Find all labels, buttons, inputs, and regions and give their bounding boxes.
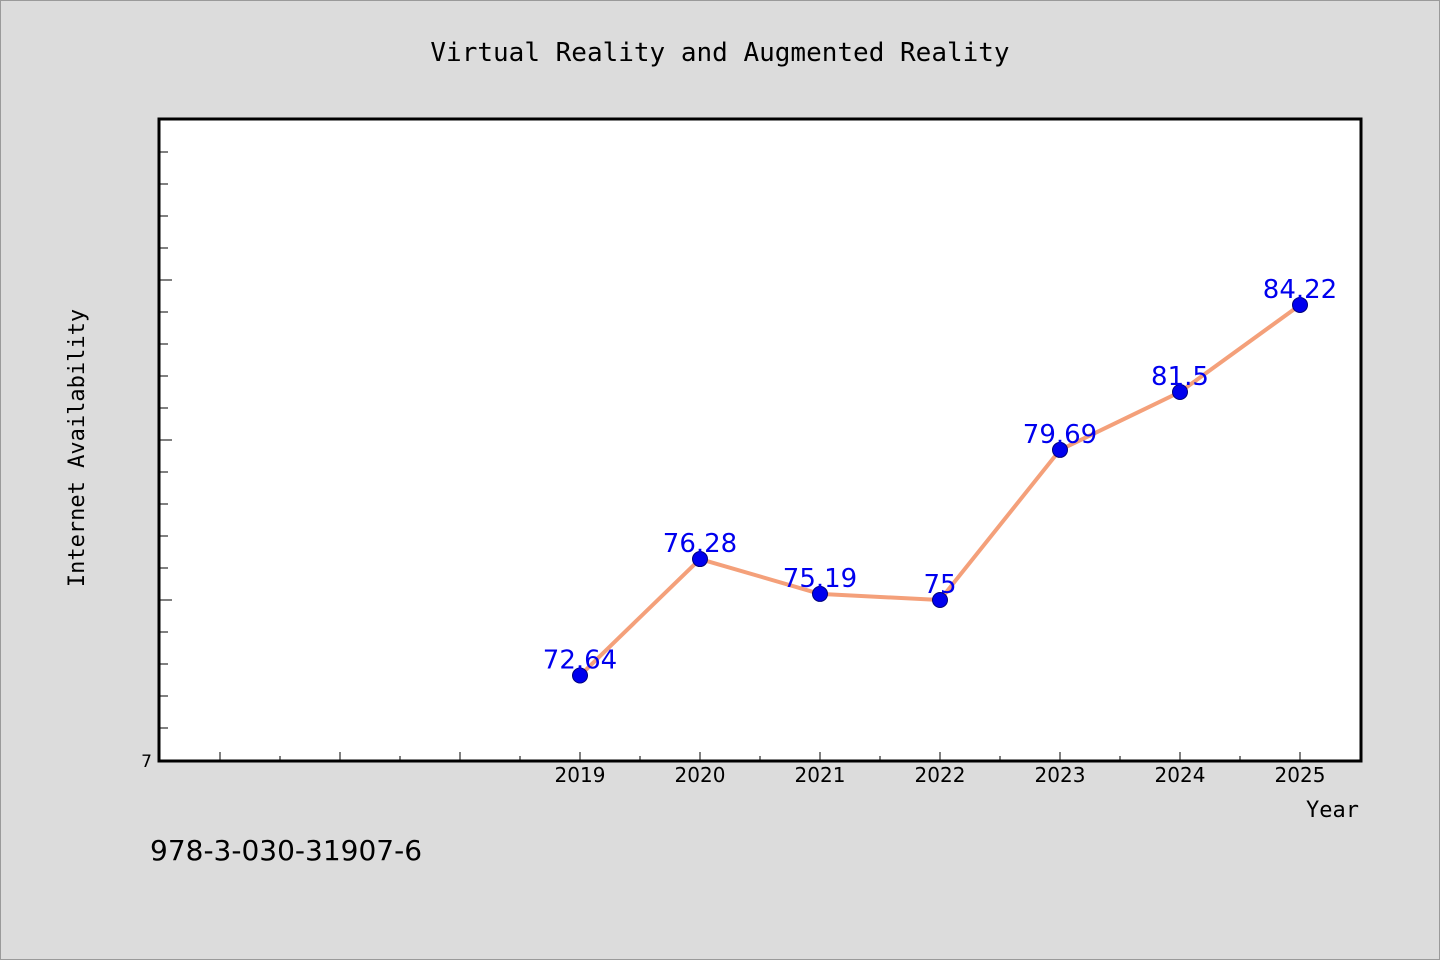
series-markers bbox=[572, 296, 1308, 684]
data-point bbox=[692, 551, 708, 568]
data-point bbox=[572, 667, 588, 684]
x-tick-label: 2020 bbox=[675, 763, 726, 787]
data-point bbox=[1172, 384, 1188, 400]
x-axis-label: Year bbox=[1306, 798, 1359, 823]
data-point bbox=[812, 585, 828, 602]
x-tick-label: 2023 bbox=[1035, 763, 1086, 787]
x-tick-labels: 2019 2020 2021 2022 2023 2024 2025 bbox=[555, 763, 1326, 787]
y-axis-label: Internet Availability bbox=[65, 309, 90, 587]
data-point bbox=[1052, 441, 1068, 458]
data-label: 84.22 bbox=[1263, 275, 1337, 305]
data-label: 81.5 bbox=[1151, 362, 1209, 392]
data-point bbox=[1292, 296, 1308, 313]
data-label: 75 bbox=[923, 570, 956, 600]
x-tick-label: 2022 bbox=[915, 763, 966, 787]
x-tick-label: 2019 bbox=[555, 763, 606, 787]
plot-area bbox=[157, 117, 1363, 763]
data-label: 75.19 bbox=[783, 564, 857, 594]
data-label: 72.64 bbox=[543, 646, 617, 676]
data-label: 76.28 bbox=[663, 529, 737, 559]
x-tick-label: 2025 bbox=[1275, 763, 1326, 787]
x-tick-label: 2024 bbox=[1155, 763, 1206, 787]
x-axis-ticks bbox=[159, 752, 1361, 760]
isbn-text: 978-3-030-31907-6 bbox=[150, 834, 423, 867]
y-axis-ticks bbox=[160, 151, 172, 729]
x-tick-label: 2021 bbox=[795, 763, 846, 787]
data-point bbox=[932, 592, 948, 608]
chart-title: Virtual Reality and Augmented Reality bbox=[430, 38, 1009, 68]
data-labels: 72.64 76.28 75.19 75 79.69 81.5 84.22 bbox=[543, 275, 1337, 676]
data-label: 79.69 bbox=[1023, 420, 1097, 450]
y-tick-label: 7 bbox=[141, 752, 152, 772]
